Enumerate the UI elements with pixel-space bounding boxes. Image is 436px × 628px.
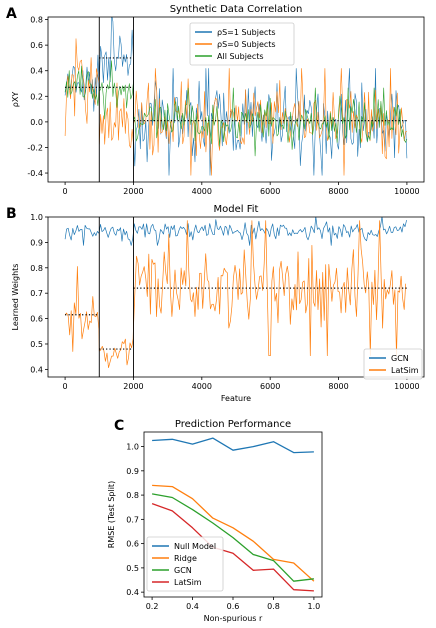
series-line-3 <box>64 60 408 157</box>
x-tick-label: 2000 <box>123 187 143 196</box>
series-line-2 <box>64 220 407 369</box>
x-tick-label: 6000 <box>260 187 280 196</box>
chart-title: Prediction Performance <box>175 419 291 430</box>
y-axis-label: Learned Weights <box>11 264 20 331</box>
x-tick-label: 0 <box>63 187 68 196</box>
legend-label-3: All Subjects <box>217 52 264 61</box>
x-axis-label: Non-spurious r <box>204 614 263 623</box>
x-tick-label: 4000 <box>192 382 212 391</box>
x-tick-label: 4000 <box>192 187 212 196</box>
series-line-1 <box>64 17 408 176</box>
legend-label-2: LatSim <box>391 366 419 375</box>
legend: GCN LatSim <box>363 348 423 380</box>
panel-letter-c: C <box>114 418 124 434</box>
legend-box <box>363 348 423 380</box>
legend-label-2: ρS=0 Subjects <box>217 40 276 49</box>
chart-title: Synthetic Data Correlation <box>170 4 303 15</box>
legend-label-1: GCN <box>391 354 409 363</box>
series-line-4 <box>151 502 314 592</box>
y-tick-label: 0.5 <box>30 340 43 349</box>
x-axis-label: Feature <box>221 394 251 403</box>
y-tick-label: 0.8 <box>126 491 139 500</box>
chart-a: Synthetic Data Correlation ρXY 0 2000 4000 60… <box>11 4 425 196</box>
chart-c: Prediction Performance RMSE (Test Split) N… <box>107 419 323 623</box>
y-tick-label: 0.9 <box>30 238 43 247</box>
x-tick-label: 8000 <box>328 187 348 196</box>
y-tick-label: 0.4 <box>30 67 43 76</box>
x-tick-label: 0.6 <box>227 602 240 611</box>
y-tick-label: -0.2 <box>27 143 43 152</box>
x-tick-label: 0.8 <box>267 602 280 611</box>
y-tick-label: -0.4 <box>27 169 43 178</box>
panel-letter-a: A <box>6 6 17 22</box>
legend-box <box>189 22 295 66</box>
series-line-3 <box>151 493 314 582</box>
series-line-1 <box>64 217 407 246</box>
y-tick-label: 0.6 <box>30 315 43 324</box>
x-tick-label: 1.0 <box>308 602 321 611</box>
chart-b: Model Fit Learned Weights Feature 0 2000 4000… <box>11 204 425 403</box>
y-tick-label: 0.6 <box>126 540 139 549</box>
legend: ρS=1 Subjects ρS=0 Subjects All Subjects <box>189 22 295 66</box>
x-tick-label: 10000 <box>394 187 419 196</box>
x-tick-label: 6000 <box>260 382 280 391</box>
y-tick-label: 0.8 <box>30 264 43 273</box>
y-tick-label: 0.4 <box>30 365 43 374</box>
x-tick-label: 0.2 <box>146 602 159 611</box>
plot-frame <box>47 16 425 183</box>
x-tick-label: 8000 <box>328 382 348 391</box>
y-tick-label: 0.7 <box>30 289 43 298</box>
x-tick-label: 2000 <box>123 382 143 391</box>
y-tick-label: 0.6 <box>30 41 43 50</box>
y-tick-label: 1.0 <box>126 443 139 452</box>
x-tick-label: 0 <box>63 382 68 391</box>
y-tick-label: 0.2 <box>30 92 43 101</box>
legend: Null Model Ridge GCN LatSim <box>146 536 224 592</box>
y-tick-label: 0.7 <box>126 515 139 524</box>
panel-letter-b: B <box>6 206 17 222</box>
legend-label-2: Ridge <box>174 554 197 563</box>
y-tick-label: 0.5 <box>126 564 139 573</box>
series-line-1 <box>152 437 314 454</box>
plot-frame <box>47 216 425 378</box>
legend-label-1: ρS=1 Subjects <box>217 28 276 37</box>
y-tick-label: 0.4 <box>126 588 139 597</box>
y-axis-label: RMSE (Test Split) <box>107 481 116 548</box>
y-axis-label: ρXY <box>11 92 20 108</box>
legend-label-4: LatSim <box>174 578 202 587</box>
x-tick-label: 0.4 <box>186 602 199 611</box>
chart-title: Model Fit <box>214 204 259 215</box>
y-tick-label: 0.0 <box>30 118 43 127</box>
series-line-2 <box>152 484 315 582</box>
legend-label-1: Null Model <box>174 542 216 551</box>
y-tick-label: 0.8 <box>30 16 43 25</box>
x-tick-label: 10000 <box>394 382 419 391</box>
plot-area <box>64 17 408 176</box>
legend-box <box>146 536 224 592</box>
legend-label-3: GCN <box>174 566 192 575</box>
y-tick-label: 1.0 <box>30 213 43 222</box>
y-tick-label: 0.9 <box>126 467 139 476</box>
plot-area <box>64 217 407 369</box>
